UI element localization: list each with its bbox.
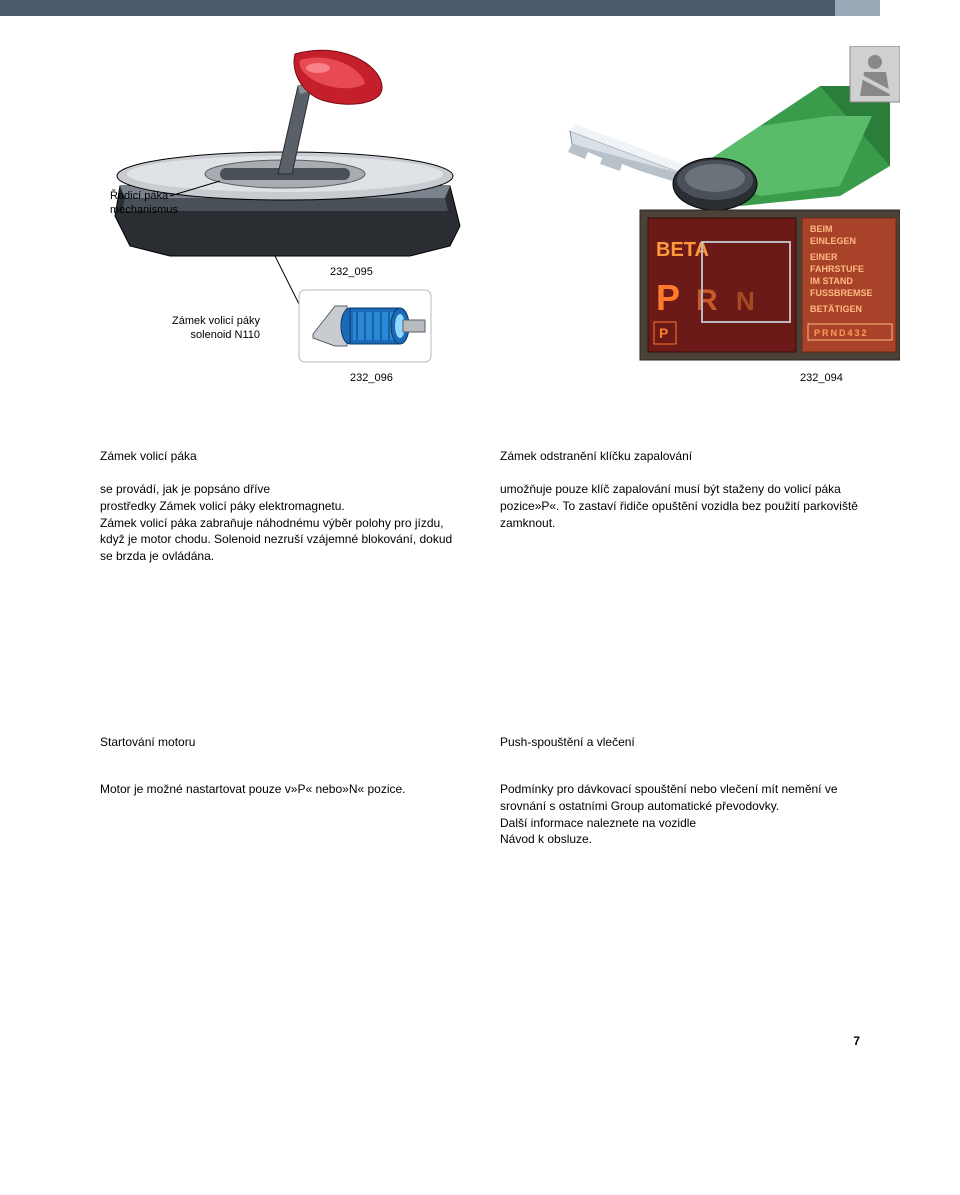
svg-text:IM STAND: IM STAND: [810, 276, 853, 286]
footer-spacer: 7: [0, 848, 960, 1068]
col-right-2: Push-spouštění a vlečení Podmínky pro dá…: [500, 735, 860, 848]
section-heading: Startování motoru: [100, 735, 460, 749]
section-heading: Zámek odstranění klíčku zapalování: [500, 449, 860, 463]
text-row-2: Startování motoru Motor je možné nastart…: [100, 735, 860, 848]
solenoid-label: Zámek volicí páky solenoid N110: [172, 314, 260, 343]
bar-segment-dark: [0, 0, 835, 16]
section-heading: Push-spouštění a vlečení: [500, 735, 860, 749]
svg-text:BEIM: BEIM: [810, 224, 833, 234]
bar-segment-light: [835, 0, 880, 16]
label-line: solenoid N110: [172, 328, 260, 342]
section-text: Podmínky pro dávkovací spouštění nebo vl…: [500, 781, 860, 848]
solenoid-icon: [295, 286, 435, 366]
svg-text:PRND432: PRND432: [814, 328, 869, 338]
text-line: Návod k obsluze.: [500, 832, 592, 846]
text-line: prostředky Zámek volicí páky elektromagn…: [100, 499, 345, 513]
text-row-1: Zámek volicí páka se provádí, jak je pop…: [100, 449, 860, 565]
section-text: umožňuje pouze klíč zapalování musí být …: [500, 481, 860, 531]
ignition-key-illustration: BETA P R N P BEIM EINLEGEN EINER FAHRSTU…: [540, 46, 900, 366]
shift-lever-label: Řadicí páka mechanismus: [110, 189, 178, 218]
body-content: Zámek volicí páka se provádí, jak je pop…: [0, 419, 960, 848]
section-text: se provádí, jak je popsáno dříve prostře…: [100, 481, 460, 565]
svg-text:R: R: [696, 284, 718, 317]
solenoid-inset: [295, 286, 435, 369]
svg-text:EINLEGEN: EINLEGEN: [810, 236, 856, 246]
figure-caption-left: 232_095: [330, 266, 373, 278]
text-line: Další informace naleznete na vozidle: [500, 816, 696, 830]
figure-right: BETA P R N P BEIM EINLEGEN EINER FAHRSTU…: [540, 46, 900, 369]
text-line: Podmínky pro dávkovací spouštění nebo vl…: [500, 782, 838, 813]
svg-text:P: P: [656, 277, 680, 318]
top-bar: [0, 0, 960, 16]
col-right-1: Zámek odstranění klíčku zapalování umožň…: [500, 449, 860, 565]
label-line: mechanismus: [110, 203, 178, 217]
section-text: Motor je možné nastartovat pouze v»P« ne…: [100, 781, 460, 798]
col-left-2: Startování motoru Motor je možné nastart…: [100, 735, 460, 848]
svg-text:FAHRSTUFE: FAHRSTUFE: [810, 264, 864, 274]
col-left-1: Zámek volicí páka se provádí, jak je pop…: [100, 449, 460, 565]
page: Řadicí páka mechanismus 232_095: [0, 0, 960, 1068]
text-line: se provádí, jak je popsáno dříve: [100, 482, 270, 496]
svg-text:FUSSBREMSE: FUSSBREMSE: [810, 288, 873, 298]
figure-row: Řadicí páka mechanismus 232_095: [0, 46, 960, 369]
shift-lever-mechanism-illustration: [100, 46, 470, 316]
figure-caption-right: 232_094: [800, 372, 843, 384]
section-heading: Zámek volicí páka: [100, 449, 460, 463]
label-line: Řadicí páka: [110, 189, 178, 203]
figure-caption-solenoid: 232_096: [350, 372, 393, 384]
svg-text:EINER: EINER: [810, 252, 838, 262]
svg-text:BETÄTIGEN: BETÄTIGEN: [810, 304, 862, 314]
page-number: 7: [853, 1034, 860, 1048]
svg-text:P: P: [659, 325, 668, 341]
svg-text:N: N: [736, 286, 755, 316]
figure-left: Řadicí páka mechanismus 232_095: [100, 46, 530, 369]
label-line: Zámek volicí páky: [172, 314, 260, 328]
text-line: Zámek volicí páka zabraňuje náhodnému vý…: [100, 516, 452, 564]
